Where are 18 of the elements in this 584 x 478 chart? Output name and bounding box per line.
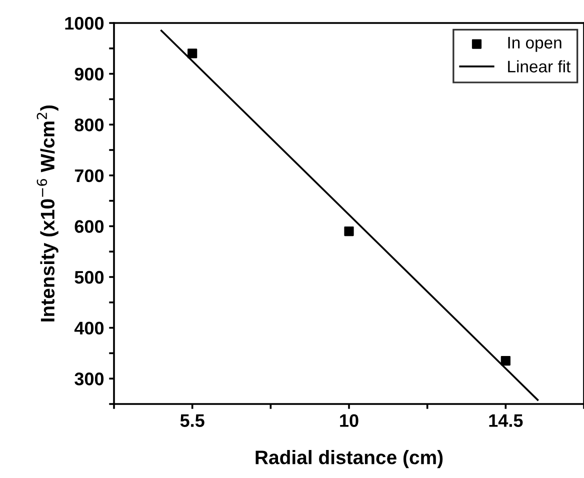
- point: [188, 48, 198, 58]
- y-tick-label: 900: [74, 68, 104, 81]
- y-tick-label: 400: [74, 322, 104, 335]
- y-tick-label: 800: [74, 118, 104, 132]
- y-tick-label: 500: [74, 270, 104, 284]
- x-axis-title: Radial distance (cm): [256, 450, 443, 468]
- x-tick-label: 5.5: [180, 414, 204, 427]
- y-tick-label: 300: [74, 372, 104, 386]
- legend-label: In open: [508, 36, 562, 52]
- y-axis-title: Intensity (x10$^{−6}$ W/cm$^{2}$): [36, 105, 58, 322]
- y-tick-label: 600: [74, 220, 104, 233]
- point: [344, 226, 354, 236]
- x-tick-label: 14.5: [489, 414, 523, 427]
- point: [500, 356, 510, 366]
- x-tick-label: 10: [340, 414, 358, 427]
- legend-label: Linear fit: [508, 60, 571, 72]
- y-tick-label: 1000: [65, 16, 104, 30]
- y-tick-label: 700: [74, 169, 104, 182]
